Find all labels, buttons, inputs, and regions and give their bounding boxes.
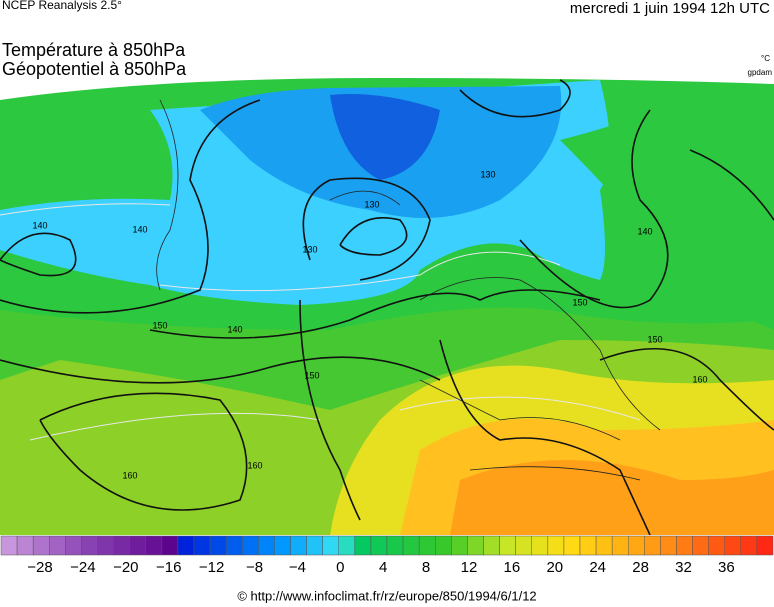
legend-swatch: [370, 535, 388, 556]
legend-swatch: [579, 535, 597, 556]
legend-swatch: [49, 535, 66, 556]
contour-label: 150: [152, 320, 167, 330]
legend-tick-label: −28: [27, 559, 52, 576]
legend-swatch: [547, 535, 565, 556]
legend-swatch: [81, 535, 98, 556]
legend-swatch: [145, 535, 163, 556]
legend-swatch: [708, 535, 726, 556]
map: 140 130 150 140 160 160 150 130 130 140 140 150 150 1…: [0, 78, 774, 535]
legend-swatch: [676, 535, 693, 556]
legend-swatch: [451, 535, 468, 556]
legend-swatch: [531, 535, 549, 556]
legend-tick-label: −24: [70, 559, 95, 576]
legend-tick-label: 24: [589, 559, 606, 576]
legend-tick-label: −16: [156, 559, 181, 576]
legend-swatch: [242, 535, 259, 556]
legend-swatch: [306, 535, 323, 556]
legend-swatch: [483, 535, 500, 556]
legend-tick-label: 12: [461, 559, 478, 576]
legend-swatch: [177, 535, 195, 556]
legend-swatch: [322, 535, 339, 556]
contour-labels: 140 130 150 140 160 160 150 130 130 140 140 150 150 1…: [32, 169, 707, 480]
legend-swatch: [129, 535, 147, 556]
legend-tick-label: −4: [289, 559, 306, 576]
legend-swatch: [193, 535, 211, 556]
legend-tick-label: 16: [504, 559, 521, 576]
date: mercredi 1 juin 1994 12h UTC: [570, 0, 770, 17]
legend-swatch: [274, 535, 291, 556]
legend-swatch: [209, 535, 227, 556]
legend-swatch: [97, 535, 114, 556]
legend-swatch: [290, 535, 307, 556]
legend-tick-label: 8: [422, 559, 430, 576]
legend-swatch: [435, 535, 452, 556]
contour-label: 130: [480, 169, 495, 179]
legend-swatch: [515, 535, 533, 556]
legend-swatch: [402, 535, 420, 556]
legend-swatch: [467, 535, 484, 556]
legend-swatch: [499, 535, 516, 556]
legend-tick-label: 32: [675, 559, 692, 576]
legend-tick-label: −20: [113, 559, 138, 576]
legend-tick-label: 4: [379, 559, 387, 576]
contour-label: 150: [572, 297, 587, 307]
legend-tick-label: 20: [546, 559, 563, 576]
legend-tick-label: 0: [336, 559, 344, 576]
credit: © http://www.infoclimat.fr/rz/europe/850…: [237, 588, 536, 603]
legend-swatch: [258, 535, 275, 556]
contour-label: 150: [304, 370, 319, 380]
legend-swatch: [32, 535, 50, 556]
legend-swatch: [418, 535, 436, 556]
contour-label: 140: [32, 220, 47, 230]
color-legend: −28 −24 −20 −16 −12 −8 −4 0 4 8 12 16 20 24 28 32 36: [0, 535, 774, 576]
contour-label: 140: [227, 324, 242, 334]
contour-label: 140: [132, 224, 147, 234]
legend-swatch: [660, 535, 677, 556]
legend-tick-label: −8: [246, 559, 263, 576]
unit: °C: [761, 54, 770, 63]
title-line: Géopotentiel à 850hPa: [2, 59, 187, 79]
legend-swatch: [724, 535, 742, 556]
legend-tick-label: −12: [199, 559, 224, 576]
contour-label: 160: [692, 374, 707, 384]
legend-swatch: [595, 535, 613, 556]
contour-label: 130: [302, 244, 317, 254]
contour-label: 160: [122, 470, 137, 480]
legend-swatch: [740, 535, 758, 556]
legend-swatch: [113, 535, 130, 556]
legend-swatch: [386, 535, 404, 556]
legend-swatch: [0, 535, 18, 556]
legend-swatch: [628, 535, 645, 556]
legend-swatch: [354, 535, 372, 556]
legend-swatch: [756, 535, 774, 556]
unit: gpdam: [748, 68, 773, 77]
title-line: Température à 850hPa: [2, 40, 186, 60]
contour-label: 140: [637, 226, 652, 236]
legend-tick-label: 36: [718, 559, 735, 576]
contour-label: 160: [247, 460, 262, 470]
legend-swatch: [611, 535, 629, 556]
legend-swatch: [161, 535, 179, 556]
legend-swatch: [16, 535, 34, 556]
legend-swatch: [338, 535, 356, 556]
source: NCEP Reanalysis 2.5°: [2, 0, 122, 12]
legend-tick-label: 28: [632, 559, 649, 576]
legend-swatch: [692, 535, 709, 556]
legend-swatch: [563, 535, 581, 556]
legend-swatch: [644, 535, 661, 556]
contour-label: 150: [647, 334, 662, 344]
contour-label: 130: [364, 199, 379, 209]
legend-swatch: [65, 535, 82, 556]
legend-swatch: [225, 535, 243, 556]
